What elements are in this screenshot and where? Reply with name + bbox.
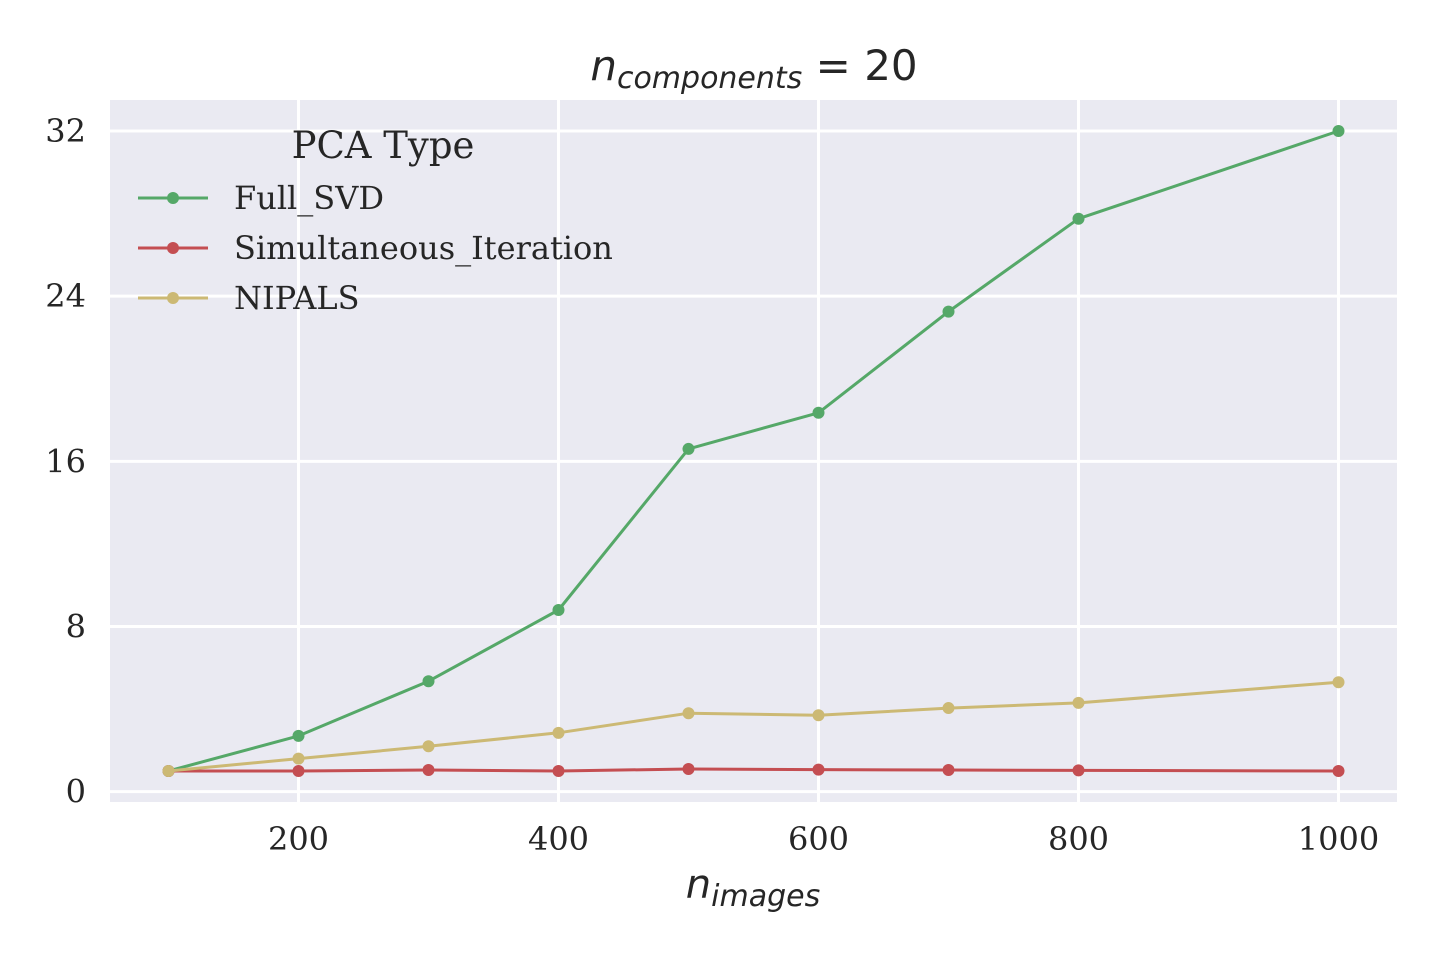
data-point-full-svd bbox=[682, 442, 695, 455]
chart-title-base: n bbox=[590, 41, 617, 90]
data-point-nipals bbox=[292, 752, 305, 765]
legend-label: Simultaneous_Iteration bbox=[234, 229, 613, 267]
data-point-simultaneous-iteration bbox=[552, 765, 565, 778]
legend-swatch-marker bbox=[167, 242, 179, 254]
data-point-full-svd bbox=[812, 406, 825, 419]
y-tick-label: 0 bbox=[66, 773, 86, 811]
chart-title: ncomponents = 20 bbox=[590, 41, 917, 96]
data-point-nipals bbox=[552, 726, 565, 739]
data-point-full-svd bbox=[1072, 212, 1085, 225]
data-point-full-svd bbox=[1332, 124, 1345, 137]
data-point-simultaneous-iteration bbox=[422, 763, 435, 776]
y-tick-label: 32 bbox=[45, 112, 86, 150]
x-tick-label: 400 bbox=[528, 820, 589, 858]
y-tick-label: 8 bbox=[66, 608, 86, 646]
data-point-simultaneous-iteration bbox=[942, 763, 955, 776]
data-point-simultaneous-iteration bbox=[682, 762, 695, 775]
data-point-full-svd bbox=[292, 729, 305, 742]
data-point-nipals bbox=[682, 707, 695, 720]
data-point-nipals bbox=[812, 709, 825, 722]
x-tick-label: 600 bbox=[788, 820, 849, 858]
legend-swatch-marker bbox=[167, 292, 179, 304]
tick-labels: 200 400 600 800 1000 0 8 16 24 32 bbox=[45, 112, 1379, 858]
y-tick-label: 16 bbox=[45, 442, 86, 480]
data-point-simultaneous-iteration bbox=[292, 765, 305, 778]
legend: PCA Type Full_SVD Simultaneous_Iteration N… bbox=[138, 124, 613, 317]
legend-label: Full_SVD bbox=[234, 179, 384, 217]
data-point-nipals bbox=[942, 702, 955, 715]
x-axis-label-subscript: images bbox=[711, 879, 820, 914]
data-point-nipals bbox=[162, 765, 175, 778]
legend-label: NIPALS bbox=[234, 279, 360, 317]
x-axis-label-base: n bbox=[686, 862, 711, 908]
plot-area bbox=[110, 100, 1397, 802]
chart-title-suffix: = 20 bbox=[802, 41, 917, 90]
data-point-simultaneous-iteration bbox=[1332, 765, 1345, 778]
grid-lines bbox=[110, 100, 1397, 802]
x-tick-label: 1000 bbox=[1298, 820, 1379, 858]
series-line-simultaneous-iteration bbox=[168, 767, 1339, 773]
data-point-nipals bbox=[1332, 676, 1345, 689]
chart-title-subscript: components bbox=[617, 61, 802, 96]
data-point-full-svd bbox=[942, 305, 955, 318]
series-nipals bbox=[162, 676, 1345, 778]
legend-swatch-marker bbox=[167, 192, 179, 204]
legend-entry-simultaneous-iteration: Simultaneous_Iteration bbox=[138, 229, 613, 267]
data-point-nipals bbox=[1072, 696, 1085, 709]
data-point-simultaneous-iteration bbox=[812, 763, 825, 776]
data-point-simultaneous-iteration bbox=[1072, 764, 1085, 777]
legend-entry-nipals: NIPALS bbox=[138, 279, 360, 317]
data-point-full-svd bbox=[552, 603, 565, 616]
data-point-full-svd bbox=[422, 675, 435, 688]
x-axis-label: nimages bbox=[686, 862, 820, 914]
series-full-svd bbox=[162, 124, 1345, 778]
y-tick-label: 24 bbox=[45, 277, 86, 315]
x-tick-label: 800 bbox=[1048, 820, 1109, 858]
data-point-nipals bbox=[422, 740, 435, 753]
legend-entry-full-svd: Full_SVD bbox=[138, 179, 384, 217]
series-layer bbox=[162, 124, 1345, 778]
x-tick-label: 200 bbox=[268, 820, 329, 858]
legend-title: PCA Type bbox=[292, 124, 475, 167]
